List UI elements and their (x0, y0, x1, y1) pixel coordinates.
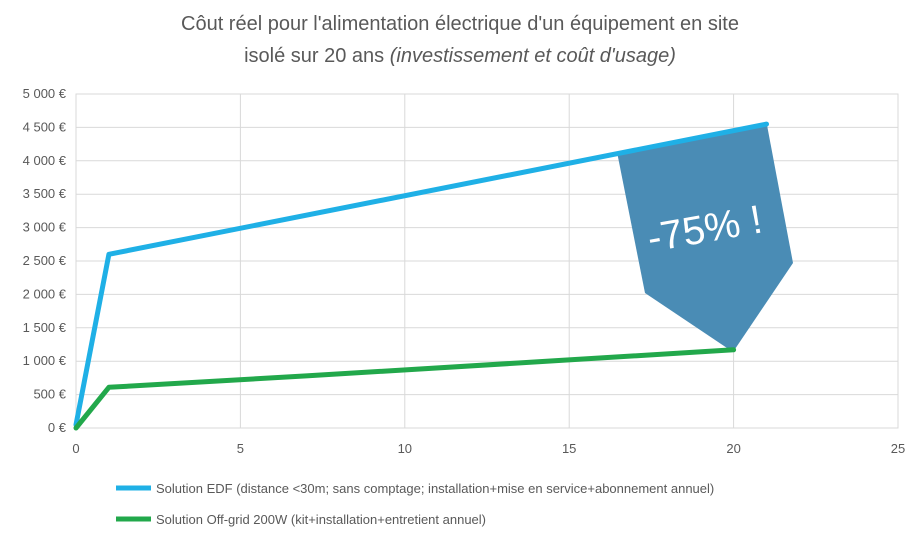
legend-label-1: Solution EDF (distance <30m; sans compta… (156, 481, 714, 496)
x-tick-label: 25 (891, 441, 905, 456)
chart-title-line-2-italic: (investissement et coût d'usage) (390, 45, 676, 67)
x-axis: 0 5 10 15 20 25 (72, 441, 905, 456)
plot-area (75, 93, 899, 429)
y-tick-label: 500 € (33, 387, 66, 402)
y-tick-label: 2 500 € (23, 253, 67, 268)
series-line-1 (73, 121, 769, 428)
y-tick-label: 0 € (48, 420, 67, 435)
legend-label-2: Solution Off-grid 200W (kit+installation… (156, 512, 486, 527)
chart-title-line-2-normal: isolé sur 20 ans (244, 45, 390, 67)
y-tick-label: 4 500 € (23, 119, 67, 134)
y-tick-label: 4 000 € (23, 153, 67, 168)
y-tick-label: 5 000 € (23, 86, 67, 101)
series-line-2 (73, 347, 737, 431)
legend: Solution EDF (distance <30m; sans compta… (116, 481, 714, 527)
x-tick-label: 5 (237, 441, 244, 456)
y-tick-label: 3 500 € (23, 186, 67, 201)
x-tick-label: 0 (72, 441, 79, 456)
y-axis: 0 € 500 € 1 000 € 1 500 € 2 000 € 2 500 € 3 00… (23, 86, 67, 435)
chart-title-line-1: Côut réel pour l'alimentation électrique… (181, 13, 739, 35)
y-tick-label: 2 000 € (23, 286, 67, 301)
y-tick-label: 3 000 € (23, 220, 67, 235)
x-tick-label: 15 (562, 441, 576, 456)
chart-title: Côut réel pour l'alimentation électrique… (181, 13, 739, 67)
x-tick-label: 20 (726, 441, 740, 456)
chart-title-line-2: isolé sur 20 ans (investissement et coût… (244, 45, 676, 67)
callout-arrow-shape (617, 125, 793, 352)
x-tick-label: 10 (398, 441, 412, 456)
y-tick-label: 1 500 € (23, 320, 67, 335)
series (73, 121, 769, 431)
reduction-callout: -75% ! (617, 125, 793, 352)
y-tick-label: 1 000 € (23, 353, 67, 368)
